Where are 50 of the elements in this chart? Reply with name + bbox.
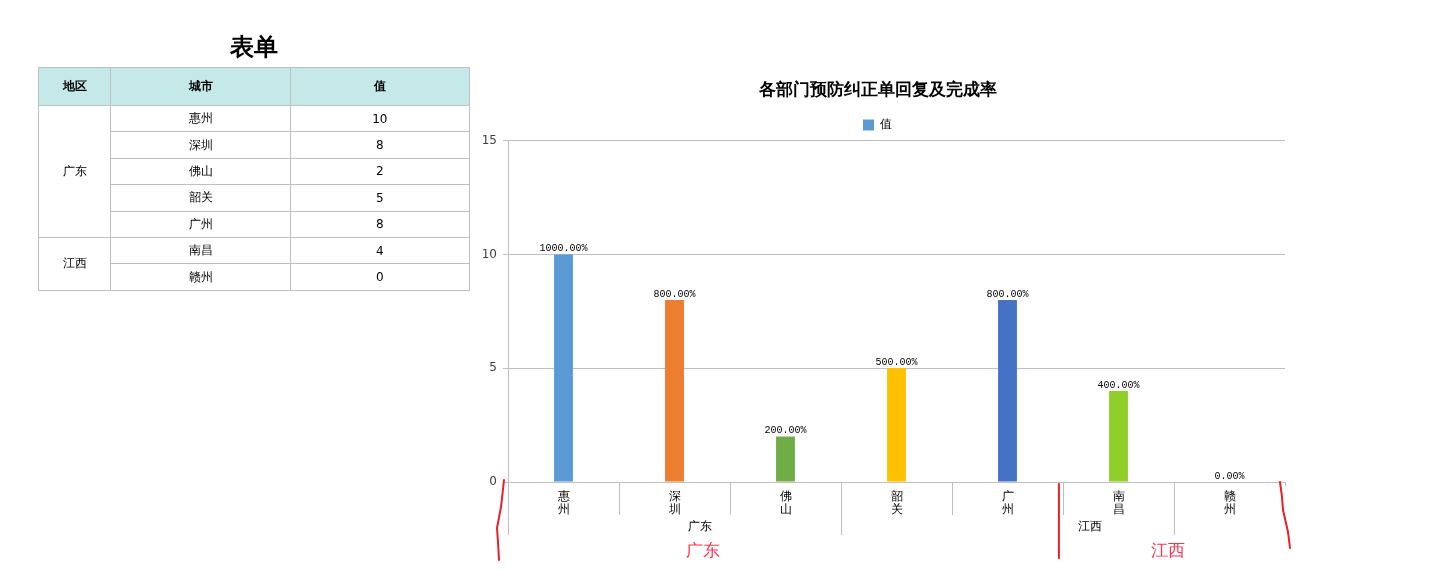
data-label: 4 bbox=[290, 237, 470, 264]
bar bbox=[665, 300, 684, 482]
data-label: 5 bbox=[290, 184, 470, 212]
data-label: 1000.00% bbox=[539, 243, 588, 255]
category-label: 佛山 bbox=[110, 158, 291, 185]
x-tick-label: 韶关 bbox=[890, 488, 903, 516]
data-label: 400.00% bbox=[1097, 379, 1140, 391]
bar bbox=[887, 368, 906, 482]
text: 值 bbox=[290, 67, 470, 106]
category-label: 南昌 bbox=[110, 237, 291, 264]
y-tick-label: 10 bbox=[481, 246, 497, 261]
x-tick-label: 赣州 bbox=[1223, 488, 1236, 516]
y-tick-label: 5 bbox=[489, 360, 497, 375]
text: 广东 bbox=[687, 519, 712, 534]
text: 广东 bbox=[686, 541, 721, 561]
data-label: 500.00% bbox=[875, 356, 918, 368]
text: 表单 bbox=[229, 32, 279, 63]
category-label: 广州 bbox=[110, 211, 291, 238]
text: 江西 bbox=[38, 237, 111, 291]
category-label: 赣州 bbox=[110, 263, 291, 291]
y-tick-label: 0 bbox=[489, 474, 497, 489]
data-label: 200.00% bbox=[764, 425, 807, 437]
data-label: 8 bbox=[290, 131, 470, 159]
x-tick-label: 惠州 bbox=[556, 488, 570, 516]
category-label: 韶关 bbox=[110, 184, 291, 212]
bar bbox=[554, 254, 573, 482]
x-tick-label: 南昌 bbox=[1112, 488, 1125, 516]
data-label: 2 bbox=[290, 158, 470, 185]
bar bbox=[1109, 391, 1128, 482]
x-tick-label: 深圳 bbox=[667, 488, 681, 516]
text: 江西 bbox=[1077, 519, 1102, 534]
text: 广东 bbox=[38, 105, 111, 238]
chart-title: 各部门预防纠正单回复及完成率 bbox=[757, 78, 997, 99]
data-label: 10 bbox=[290, 105, 470, 132]
x-tick-label: 佛山 bbox=[779, 488, 792, 516]
text: 城市 bbox=[110, 67, 291, 106]
bar bbox=[998, 300, 1017, 482]
text: 江西 bbox=[1150, 541, 1185, 561]
data-label: 8 bbox=[290, 211, 470, 238]
data-label: 800.00% bbox=[986, 288, 1029, 300]
y-tick-label: 15 bbox=[481, 133, 497, 148]
data-label: 0.00% bbox=[1214, 470, 1245, 482]
data-label: 0 bbox=[290, 263, 470, 291]
category-label: 惠州 bbox=[110, 105, 291, 132]
bar bbox=[776, 436, 795, 482]
legend-label: 值 bbox=[880, 117, 892, 132]
x-tick-label: 广州 bbox=[1001, 488, 1014, 516]
data-label: 800.00% bbox=[653, 288, 696, 300]
category-label: 深圳 bbox=[110, 131, 291, 159]
legend-title: 地区 bbox=[38, 67, 111, 106]
